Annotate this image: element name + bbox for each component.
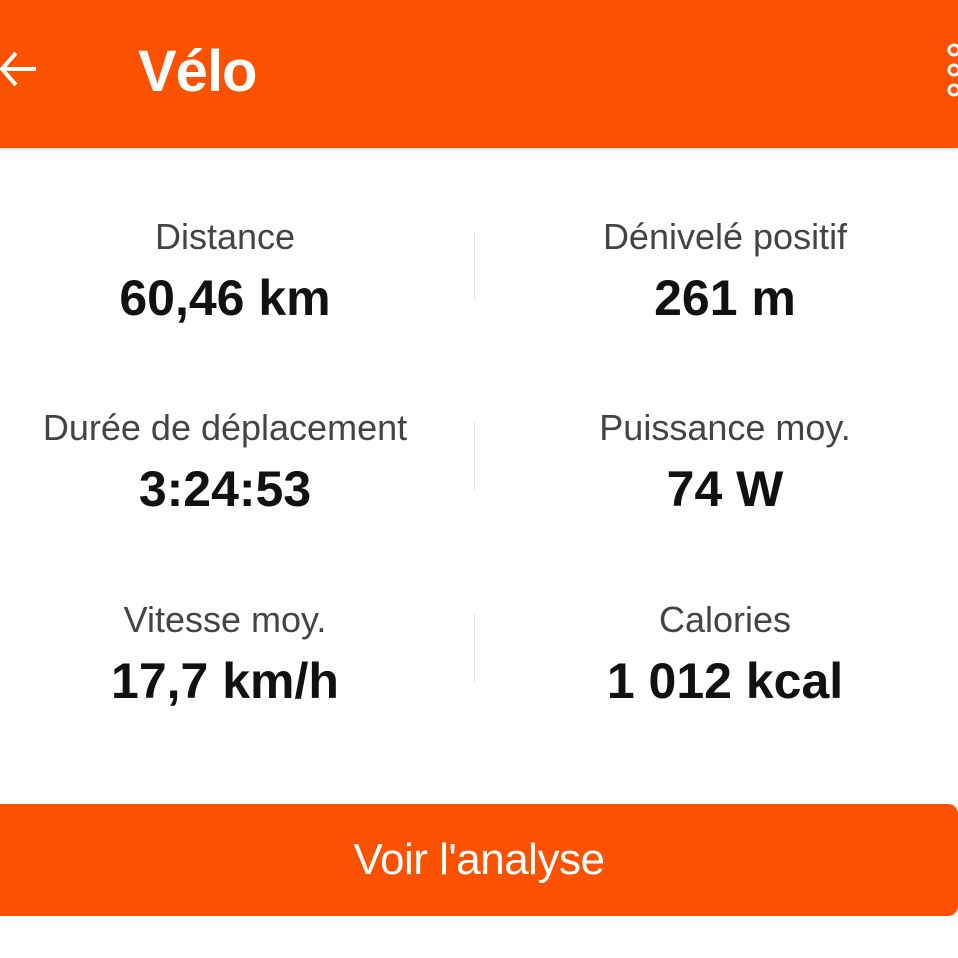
- more-vertical-icon[interactable]: [944, 40, 958, 100]
- stat-avg-power: Puissance moy. 74 W: [488, 406, 958, 524]
- stat-label: Durée de déplacement: [42, 407, 408, 448]
- stat-moving-time: Durée de déplacement 3:24:53: [0, 406, 462, 524]
- arrow-left-icon[interactable]: [0, 44, 40, 94]
- divider: [474, 422, 475, 490]
- stat-label: Puissance moy.: [599, 407, 851, 448]
- stat-value: 17,7 km/h: [111, 653, 339, 709]
- view-analysis-button[interactable]: Voir l'analyse: [0, 804, 958, 916]
- stat-value: 3:24:53: [138, 461, 312, 517]
- divider: [474, 614, 475, 682]
- stat-label: Dénivelé positif: [602, 216, 848, 257]
- stat-value: 261 m: [654, 270, 796, 326]
- stat-label: Vitesse moy.: [123, 599, 327, 640]
- stat-distance: Distance 60,46 km: [0, 215, 462, 333]
- app-header: Vélo: [0, 0, 958, 148]
- stat-value: 1 012 kcal: [606, 653, 844, 709]
- stat-value: 74 W: [666, 461, 784, 517]
- stat-elevation: Dénivelé positif 261 m: [488, 215, 958, 333]
- page-title: Vélo: [138, 39, 257, 104]
- stat-value: 60,46 km: [119, 270, 331, 326]
- stat-label: Distance: [154, 216, 296, 257]
- stat-calories: Calories 1 012 kcal: [488, 598, 958, 716]
- divider: [474, 232, 475, 300]
- stat-avg-speed: Vitesse moy. 17,7 km/h: [0, 598, 462, 716]
- stat-label: Calories: [658, 599, 792, 640]
